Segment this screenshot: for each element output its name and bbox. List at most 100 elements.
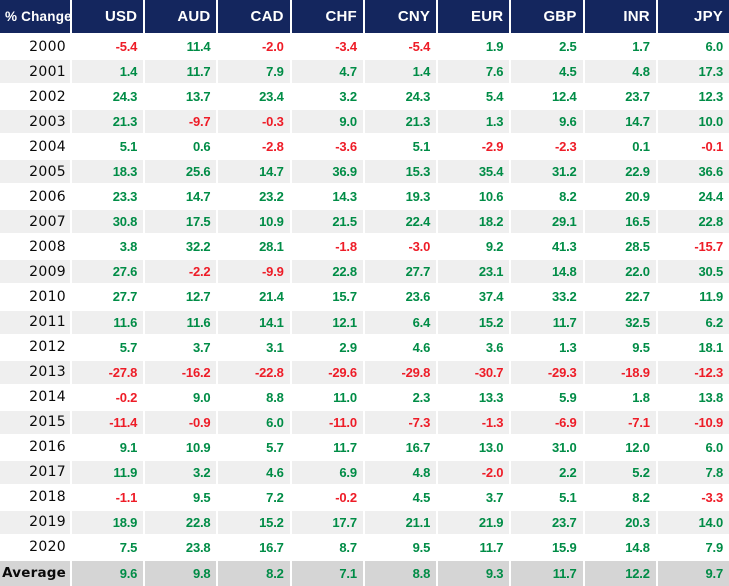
column-header-gbp: GBP — [511, 0, 583, 33]
cell-2002-jpy: 12.3 — [657, 85, 729, 109]
row-label-2009: 2009 — [0, 260, 70, 284]
cell-2008-inr: 28.5 — [584, 235, 656, 259]
cell-2014-usd: -0.2 — [72, 385, 144, 409]
cell-2019-inr: 20.3 — [584, 510, 656, 534]
cell-2010-usd: 27.7 — [72, 285, 144, 309]
cell-2013-eur: -30.7 — [438, 360, 510, 384]
row-label-2019: 2019 — [0, 510, 70, 534]
row-label-2006: 2006 — [0, 185, 70, 209]
cell-2008-cad: 28.1 — [218, 235, 290, 259]
cell-2020-aud: 23.8 — [145, 535, 217, 559]
cell-2010-inr: 22.7 — [584, 285, 656, 309]
cell-2018-jpy: -3.3 — [657, 485, 729, 509]
cell-2004-jpy: -0.1 — [657, 135, 729, 159]
cell-2012-chf: 2.9 — [291, 335, 363, 359]
cell-2010-cad: 21.4 — [218, 285, 290, 309]
cell-2016-cad: 5.7 — [218, 435, 290, 459]
column-header-cny: CNY — [364, 0, 437, 33]
cell-2018-inr: 8.2 — [584, 485, 656, 509]
cell-2017-gbp: 2.2 — [511, 460, 583, 484]
cell-2006-cny: 19.3 — [364, 185, 437, 209]
cell-2010-cny: 23.6 — [364, 285, 437, 309]
row-label-2010: 2010 — [0, 285, 70, 309]
cell-average-aud: 9.8 — [145, 560, 217, 586]
cell-average-cny: 8.8 — [364, 560, 437, 586]
cell-2016-aud: 10.9 — [145, 435, 217, 459]
cell-2014-aud: 9.0 — [145, 385, 217, 409]
cell-2018-usd: -1.1 — [72, 485, 144, 509]
cell-2005-aud: 25.6 — [145, 160, 217, 184]
cell-2008-aud: 32.2 — [145, 235, 217, 259]
row-label-2007: 2007 — [0, 210, 70, 234]
cell-2013-cny: -29.8 — [364, 360, 437, 384]
cell-2004-cad: -2.8 — [218, 135, 290, 159]
cell-2008-jpy: -15.7 — [657, 235, 729, 259]
cell-2019-usd: 18.9 — [72, 510, 144, 534]
cell-2017-usd: 11.9 — [72, 460, 144, 484]
row-label-2005: 2005 — [0, 160, 70, 184]
cell-2006-jpy: 24.4 — [657, 185, 729, 209]
cell-2020-jpy: 7.9 — [657, 535, 729, 559]
cell-2000-gbp: 2.5 — [511, 35, 583, 59]
cell-2004-aud: 0.6 — [145, 135, 217, 159]
column-header-aud: AUD — [145, 0, 217, 33]
cell-2000-inr: 1.7 — [584, 35, 656, 59]
cell-2007-jpy: 22.8 — [657, 210, 729, 234]
row-label-2008: 2008 — [0, 235, 70, 259]
cell-2002-eur: 5.4 — [438, 85, 510, 109]
cell-2016-gbp: 31.0 — [511, 435, 583, 459]
cell-2002-usd: 24.3 — [72, 85, 144, 109]
cell-2014-jpy: 13.8 — [657, 385, 729, 409]
cell-2009-cad: -9.9 — [218, 260, 290, 284]
cell-2004-inr: 0.1 — [584, 135, 656, 159]
cell-2001-inr: 4.8 — [584, 60, 656, 84]
cell-2005-eur: 35.4 — [438, 160, 510, 184]
cell-2003-jpy: 10.0 — [657, 110, 729, 134]
cell-2003-inr: 14.7 — [584, 110, 656, 134]
cell-2019-gbp: 23.7 — [511, 510, 583, 534]
column-header-chf: CHF — [291, 0, 363, 33]
cell-2007-inr: 16.5 — [584, 210, 656, 234]
cell-2007-cad: 10.9 — [218, 210, 290, 234]
cell-2006-eur: 10.6 — [438, 185, 510, 209]
cell-2019-aud: 22.8 — [145, 510, 217, 534]
row-label-2013: 2013 — [0, 360, 70, 384]
cell-average-inr: 12.2 — [584, 560, 656, 586]
row-label-2004: 2004 — [0, 135, 70, 159]
cell-2019-jpy: 14.0 — [657, 510, 729, 534]
cell-2007-gbp: 29.1 — [511, 210, 583, 234]
cell-2015-usd: -11.4 — [72, 410, 144, 434]
cell-2017-cad: 4.6 — [218, 460, 290, 484]
cell-2004-chf: -3.6 — [291, 135, 363, 159]
cell-2017-aud: 3.2 — [145, 460, 217, 484]
cell-2017-jpy: 7.8 — [657, 460, 729, 484]
cell-2011-chf: 12.1 — [291, 310, 363, 334]
cell-2020-gbp: 15.9 — [511, 535, 583, 559]
row-label-2000: 2000 — [0, 35, 70, 59]
cell-average-usd: 9.6 — [72, 560, 144, 586]
cell-2012-jpy: 18.1 — [657, 335, 729, 359]
cell-2002-aud: 13.7 — [145, 85, 217, 109]
cell-2015-chf: -11.0 — [291, 410, 363, 434]
cell-2018-gbp: 5.1 — [511, 485, 583, 509]
cell-2016-chf: 11.7 — [291, 435, 363, 459]
cell-2005-inr: 22.9 — [584, 160, 656, 184]
cell-2001-eur: 7.6 — [438, 60, 510, 84]
cell-2007-aud: 17.5 — [145, 210, 217, 234]
cell-2008-cny: -3.0 — [364, 235, 437, 259]
cell-2016-inr: 12.0 — [584, 435, 656, 459]
cell-2017-cny: 4.8 — [364, 460, 437, 484]
row-label-2018: 2018 — [0, 485, 70, 509]
cell-2011-cny: 6.4 — [364, 310, 437, 334]
cell-2004-gbp: -2.3 — [511, 135, 583, 159]
cell-2013-inr: -18.9 — [584, 360, 656, 384]
cell-2012-aud: 3.7 — [145, 335, 217, 359]
cell-2009-chf: 22.8 — [291, 260, 363, 284]
cell-2013-cad: -22.8 — [218, 360, 290, 384]
row-label-2020: 2020 — [0, 535, 70, 559]
cell-2015-gbp: -6.9 — [511, 410, 583, 434]
cell-2001-usd: 1.4 — [72, 60, 144, 84]
cell-2006-gbp: 8.2 — [511, 185, 583, 209]
cell-2000-eur: 1.9 — [438, 35, 510, 59]
cell-2013-gbp: -29.3 — [511, 360, 583, 384]
